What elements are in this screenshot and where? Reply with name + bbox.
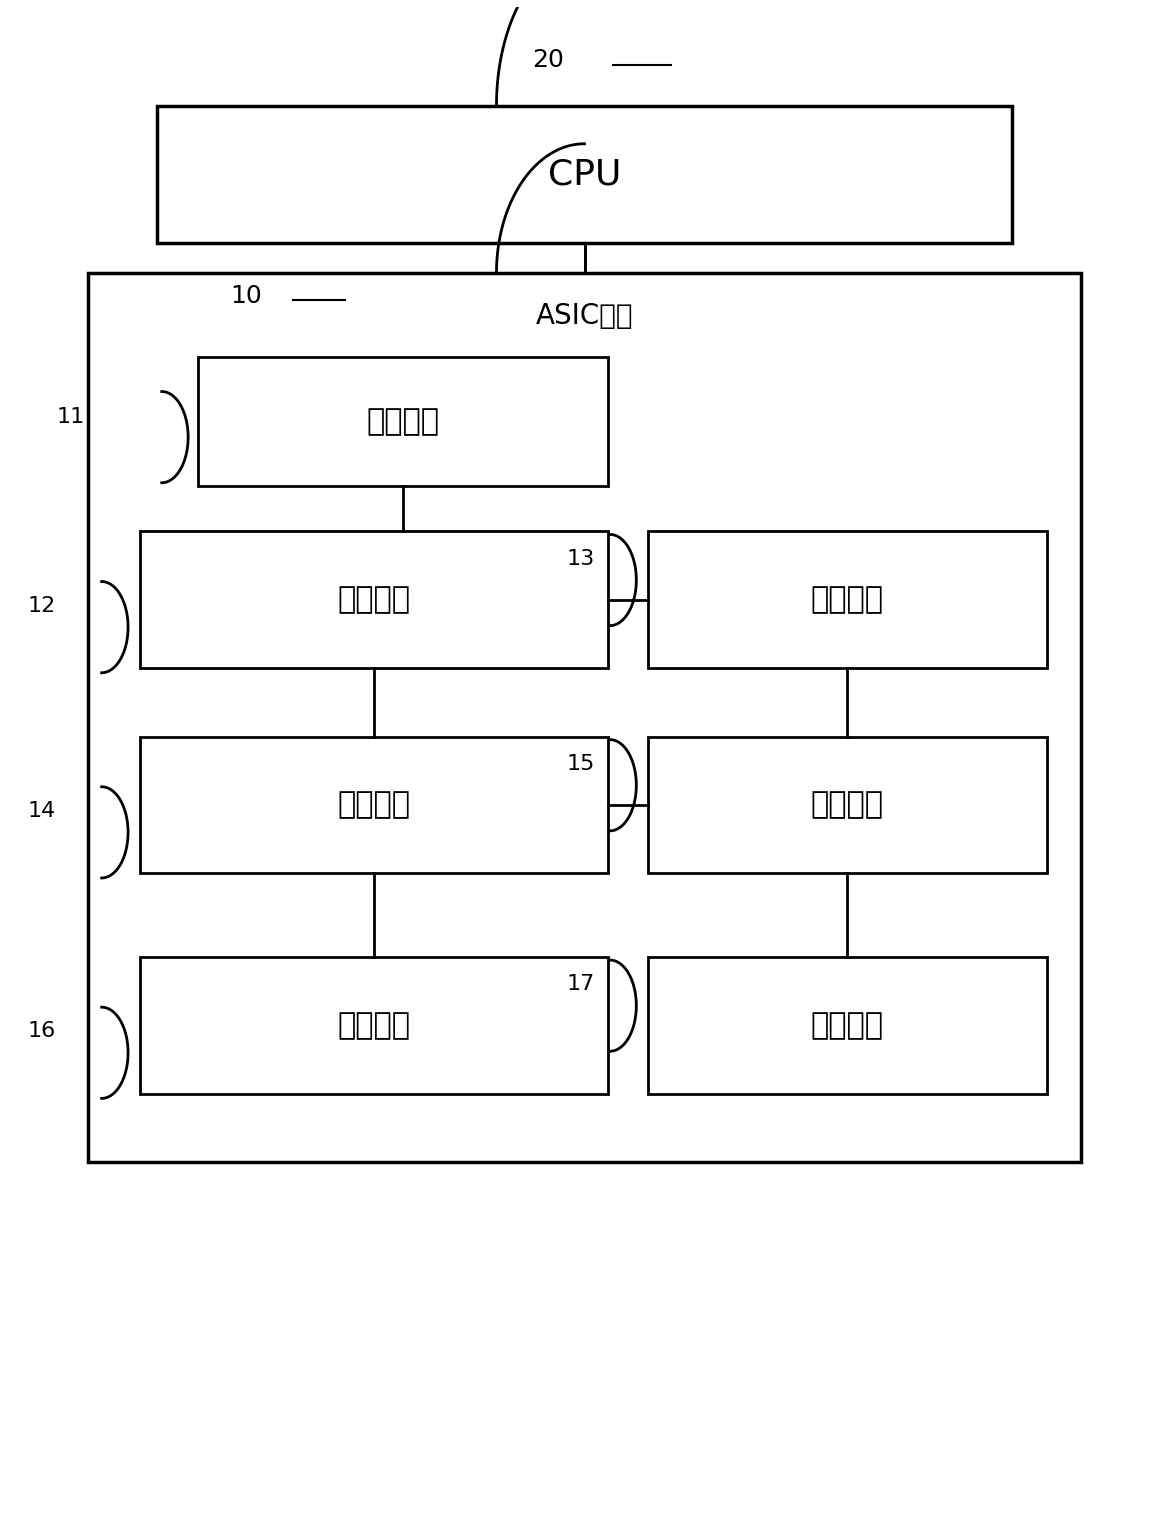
Bar xyxy=(140,736,608,873)
Text: 15: 15 xyxy=(567,753,595,775)
Text: 20: 20 xyxy=(533,48,565,72)
Text: 12: 12 xyxy=(28,595,56,615)
Bar xyxy=(140,531,608,669)
Bar xyxy=(157,106,1012,242)
Text: 转发单元: 转发单元 xyxy=(811,586,884,614)
Text: 删除单元: 删除单元 xyxy=(811,1011,884,1040)
Text: 17: 17 xyxy=(567,974,595,994)
Bar xyxy=(198,356,608,486)
Text: 16: 16 xyxy=(28,1022,56,1042)
Text: 上报单元: 上报单元 xyxy=(811,790,884,819)
Bar xyxy=(140,957,608,1094)
Text: 识别单元: 识别单元 xyxy=(337,586,410,614)
Text: 缓存单元: 缓存单元 xyxy=(337,1011,410,1040)
Bar xyxy=(88,273,1081,1163)
Text: CPU: CPU xyxy=(548,156,621,192)
Text: 获取单元: 获取单元 xyxy=(366,407,440,436)
Text: 10: 10 xyxy=(230,284,262,308)
Bar xyxy=(648,736,1046,873)
Text: 14: 14 xyxy=(28,801,56,821)
Text: 11: 11 xyxy=(56,408,84,428)
Text: 13: 13 xyxy=(567,549,595,569)
Bar xyxy=(648,531,1046,669)
Text: ASIC芯片: ASIC芯片 xyxy=(535,302,634,330)
Text: 查找单元: 查找单元 xyxy=(337,790,410,819)
Bar xyxy=(648,957,1046,1094)
